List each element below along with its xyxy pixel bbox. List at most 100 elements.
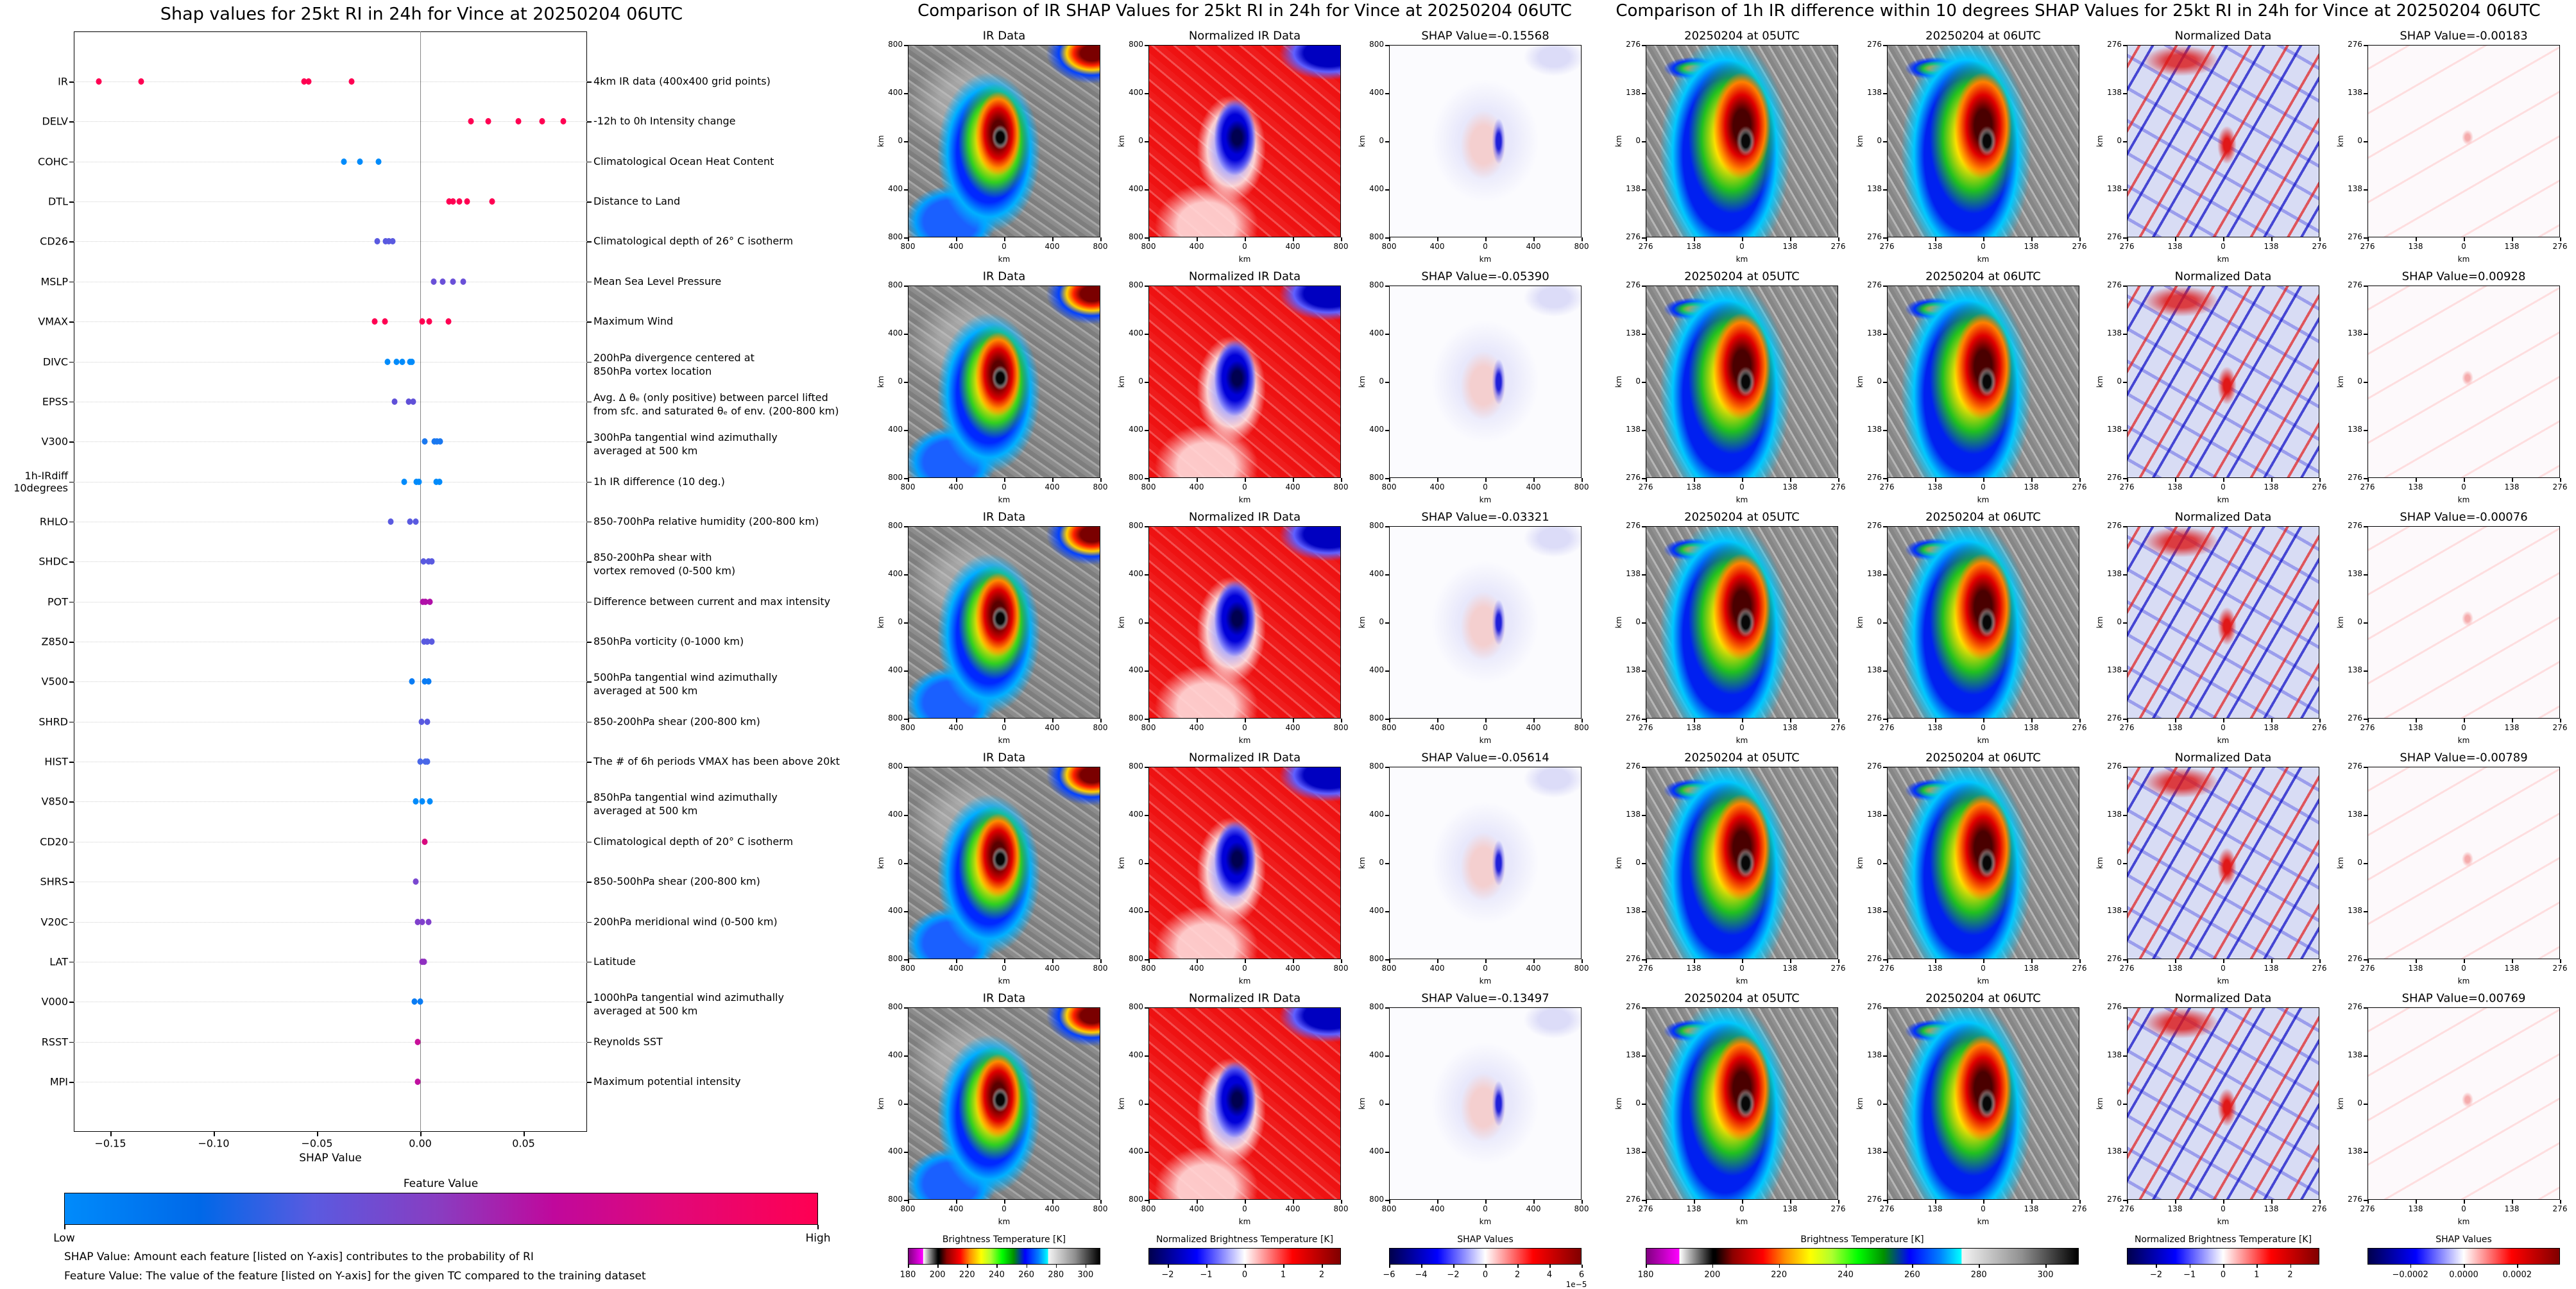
x-tick: [2127, 237, 2128, 241]
y-tick-label: 800: [1129, 40, 1143, 49]
x-tick-label: 138: [2408, 964, 2423, 973]
shap-map-image: [2367, 526, 2560, 719]
x-tick-label: 800: [1381, 723, 1397, 732]
y-tick: [1883, 863, 1887, 864]
y-tick: [2123, 767, 2127, 768]
normalized-diff-image: [2127, 45, 2319, 237]
y-tick: [904, 959, 908, 960]
y-tick: [1883, 382, 1887, 383]
panel-title: 20250204 at 05UTC: [1684, 29, 1800, 43]
colorbar-tick: [1026, 1265, 1028, 1268]
feature-label: SHRS: [40, 875, 68, 888]
y-tick-left: [69, 161, 74, 163]
normalized-ir-image: [1148, 45, 1341, 237]
x-tick-label: 400: [1526, 242, 1541, 251]
data-point: [421, 958, 427, 965]
y-tick-label: 400: [1129, 88, 1143, 97]
y-tick: [2364, 911, 2367, 912]
feature-description: Difference between current and max inten…: [593, 595, 831, 608]
x-tick: [1983, 1200, 1984, 1204]
x-tick: [1983, 719, 1984, 722]
y-axis-label: km: [2336, 375, 2345, 388]
panel-title: SHAP Value=-0.00076: [2400, 510, 2528, 524]
colorbar-tick-label: 2: [1318, 1270, 1325, 1280]
y-tick: [2364, 141, 2367, 142]
ir-06utc-image: [1887, 45, 2079, 237]
colorbar-tick-label: −2: [2149, 1270, 2163, 1280]
y-tick-label: 400: [1129, 329, 1143, 337]
y-tick-left: [69, 321, 74, 323]
panel-title: SHAP Value=-0.03321: [1421, 510, 1549, 524]
x-tick-label: 276: [2360, 964, 2375, 973]
x-axis-label: km: [1977, 495, 1990, 504]
y-tick-label: 0: [1877, 617, 1882, 626]
y-tick-label: 138: [1867, 1147, 1882, 1156]
gridline: [74, 121, 587, 123]
y-tick-label: 0: [898, 136, 903, 145]
x-axis-label: km: [1238, 495, 1251, 504]
y-tick: [1145, 1104, 1148, 1105]
x-tick: [317, 1132, 318, 1136]
x-tick: [1646, 959, 1647, 963]
y-tick: [1385, 526, 1389, 527]
y-tick-right: [587, 1002, 592, 1003]
data-point: [422, 598, 429, 605]
y-tick-label: 138: [2348, 906, 2362, 915]
x-axis-label: km: [2457, 977, 2470, 986]
colorbar-tick: [2223, 1265, 2224, 1268]
x-tick-label: 138: [2408, 242, 2423, 251]
x-tick-label: 138: [2264, 482, 2279, 491]
y-tick: [1145, 767, 1148, 768]
colorbar-tick-label: 240: [1838, 1270, 1854, 1280]
colorbar-tick-high: [817, 1225, 819, 1229]
y-tick-label: 800: [888, 232, 903, 241]
x-tick: [1742, 959, 1743, 963]
y-tick-label: 400: [1129, 810, 1143, 819]
y-tick: [1385, 767, 1389, 768]
x-tick: [1245, 478, 1246, 482]
y-tick: [1883, 1104, 1887, 1105]
x-tick: [1389, 237, 1390, 241]
y-tick: [1883, 189, 1887, 191]
y-tick-label: 0: [898, 377, 903, 386]
y-tick-label: 138: [1626, 569, 1641, 578]
panel-title: IR Data: [982, 29, 1026, 43]
y-tick-label: 400: [1369, 906, 1384, 915]
y-tick: [1883, 1007, 1887, 1009]
x-tick: [2512, 478, 2513, 482]
colorbar-tick-label: −4: [1415, 1270, 1428, 1280]
feature-description: Climatological Ocean Heat Content: [593, 155, 774, 167]
y-tick-label: 138: [2107, 665, 2122, 674]
x-tick-label: 400: [1285, 482, 1301, 491]
x-axis-label: km: [2217, 495, 2230, 504]
y-tick-label: 138: [1626, 329, 1641, 337]
x-tick: [1582, 719, 1583, 722]
x-tick-label: 138: [1782, 482, 1798, 491]
y-axis-label: km: [1117, 1097, 1126, 1110]
x-tick: [2271, 719, 2273, 722]
data-point: [413, 518, 419, 525]
y-tick-label: 400: [888, 184, 903, 193]
x-axis-label: km: [1977, 977, 1990, 986]
colorbar-tick-label: 4: [1546, 1270, 1553, 1280]
x-tick: [1983, 237, 1984, 241]
y-tick: [1385, 1200, 1389, 1201]
data-point: [418, 718, 425, 725]
data-point: [371, 318, 378, 325]
y-tick: [1385, 93, 1389, 94]
y-tick-left: [69, 801, 74, 803]
y-tick-right: [587, 481, 592, 483]
x-tick: [1004, 1200, 1005, 1204]
y-tick-right: [587, 321, 592, 323]
x-axis-label: km: [1238, 1217, 1251, 1226]
x-tick: [1582, 959, 1583, 963]
x-tick-label: 0: [1002, 964, 1007, 973]
feature-description: 850-500hPa shear (200-800 km): [593, 875, 760, 888]
feature-label: HIST: [44, 755, 68, 768]
colorbar-tick-label: 1: [1280, 1270, 1286, 1280]
y-axis-label: km: [1614, 857, 1623, 869]
y-tick-label: 276: [1867, 521, 1882, 530]
gridline: [74, 921, 587, 923]
y-tick-left: [69, 521, 74, 523]
y-tick-label: 0: [898, 858, 903, 867]
